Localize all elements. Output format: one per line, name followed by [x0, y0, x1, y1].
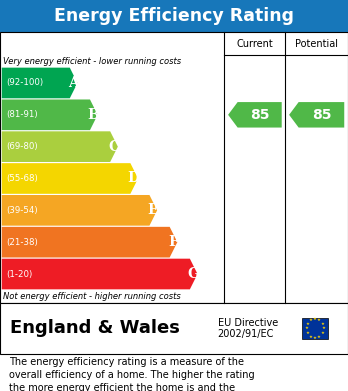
- Bar: [0, 32, 348, 303]
- Text: ★: ★: [306, 331, 310, 335]
- Text: The energy efficiency rating is a measure of the
overall efficiency of a home. T: The energy efficiency rating is a measur…: [9, 357, 254, 391]
- Text: ★: ★: [313, 336, 317, 340]
- Text: E: E: [148, 203, 158, 217]
- Polygon shape: [289, 102, 344, 127]
- Text: G: G: [187, 267, 199, 281]
- Polygon shape: [2, 163, 138, 194]
- Text: (1-20): (1-20): [6, 269, 32, 278]
- Text: Very energy efficient - lower running costs: Very energy efficient - lower running co…: [3, 57, 182, 66]
- Text: (69-80): (69-80): [6, 142, 38, 151]
- Text: 85: 85: [312, 108, 331, 122]
- Text: F: F: [168, 235, 178, 249]
- Text: (21-38): (21-38): [6, 238, 38, 247]
- Bar: [0, 0, 348, 32]
- Bar: [302, 318, 328, 339]
- Text: (81-91): (81-91): [6, 110, 38, 119]
- Text: ★: ★: [309, 318, 313, 322]
- Polygon shape: [2, 68, 78, 98]
- Text: ★: ★: [317, 318, 321, 322]
- Text: ★: ★: [320, 322, 324, 326]
- Text: A: A: [68, 76, 79, 90]
- Text: Energy Efficiency Rating: Energy Efficiency Rating: [54, 7, 294, 25]
- Text: Potential: Potential: [295, 39, 338, 49]
- Polygon shape: [2, 195, 157, 226]
- Text: (55-68): (55-68): [6, 174, 38, 183]
- Text: ★: ★: [321, 326, 325, 330]
- Text: ★: ★: [317, 335, 321, 339]
- Text: D: D: [128, 172, 140, 185]
- Text: (39-54): (39-54): [6, 206, 38, 215]
- Polygon shape: [2, 227, 177, 258]
- Text: England & Wales: England & Wales: [10, 319, 180, 337]
- Text: ★: ★: [304, 326, 309, 330]
- Polygon shape: [2, 99, 98, 130]
- Text: EU Directive
2002/91/EC: EU Directive 2002/91/EC: [218, 317, 278, 339]
- Text: (92-100): (92-100): [6, 79, 44, 88]
- Polygon shape: [2, 131, 118, 162]
- Polygon shape: [2, 259, 198, 289]
- Text: 85: 85: [250, 108, 269, 122]
- Text: B: B: [88, 108, 99, 122]
- Text: ★: ★: [313, 317, 317, 321]
- Text: C: C: [108, 140, 119, 154]
- Text: ★: ★: [320, 331, 324, 335]
- Text: ★: ★: [306, 322, 310, 326]
- Text: Current: Current: [237, 39, 273, 49]
- Bar: [0, 303, 348, 354]
- Text: Not energy efficient - higher running costs: Not energy efficient - higher running co…: [3, 292, 181, 301]
- Polygon shape: [228, 102, 282, 127]
- Text: ★: ★: [309, 335, 313, 339]
